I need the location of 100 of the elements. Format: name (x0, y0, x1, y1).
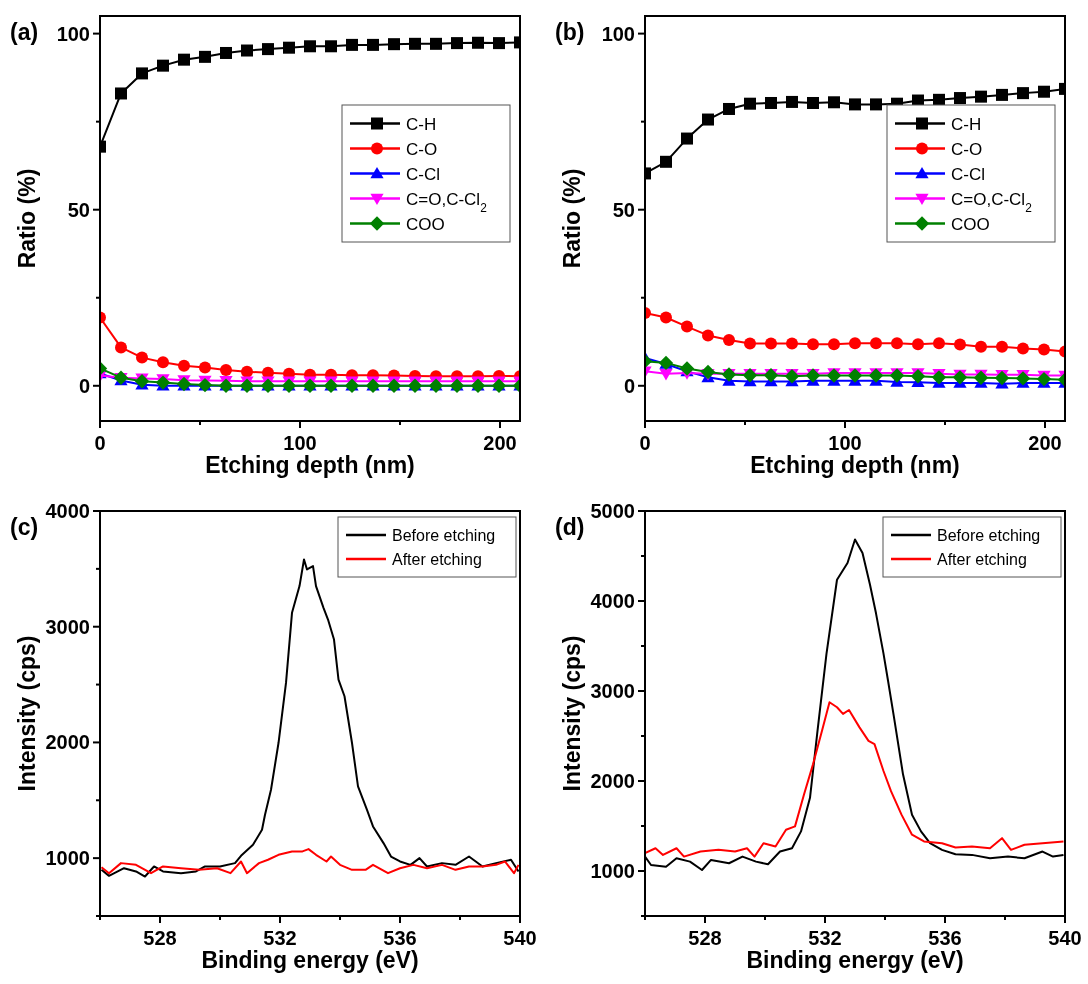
point (975, 90, 987, 103)
point (786, 337, 798, 350)
chart-title: (a) (10, 19, 39, 45)
point (136, 67, 148, 80)
legend-label: C-O (951, 139, 983, 159)
x-tick-label: 536 (383, 927, 417, 949)
point (744, 97, 756, 110)
point (367, 38, 379, 51)
y-tick-label: 1000 (590, 860, 635, 882)
x-tick-label: 532 (263, 927, 297, 949)
x-axis-title: Binding energy (eV) (746, 947, 964, 973)
point (115, 341, 127, 354)
legend-label: C=O,C-Cl$_{2}$ (951, 189, 1033, 215)
y-tick-label: 100 (601, 22, 635, 45)
point (283, 41, 295, 54)
point (493, 37, 505, 50)
chart-title: (c) (10, 514, 39, 540)
point (430, 37, 442, 50)
point (136, 351, 148, 364)
point (1017, 87, 1029, 100)
point (954, 92, 966, 105)
point (828, 338, 840, 351)
point (849, 337, 861, 350)
point (765, 337, 777, 350)
point (178, 359, 190, 372)
point (199, 50, 211, 63)
y-tick-label: 4000 (45, 500, 90, 522)
point (891, 337, 903, 350)
point (765, 96, 777, 109)
legend-label: After etching (937, 551, 1027, 568)
legend-label: C=O,C-Cl$_{2}$ (406, 189, 488, 215)
point (931, 370, 947, 385)
point (723, 102, 735, 115)
x-tick-label: 540 (1048, 927, 1082, 949)
x-tick-label: 540 (503, 927, 537, 949)
point (933, 337, 945, 350)
point (700, 364, 716, 380)
point (702, 329, 714, 342)
x-axis-title: Etching depth (nm) (205, 452, 415, 478)
y-tick-label: 100 (56, 22, 90, 45)
legend-label: COO (406, 214, 445, 234)
point (134, 374, 150, 389)
point (786, 95, 798, 108)
y-tick-label: 4000 (590, 590, 635, 612)
x-tick-label: 200 (483, 432, 517, 454)
point (954, 338, 966, 351)
legend-label: After etching (392, 551, 482, 568)
y-tick-label: 2000 (590, 770, 635, 792)
y-tick-label: 1000 (45, 847, 90, 870)
point (996, 88, 1008, 101)
point (472, 36, 484, 49)
point (807, 96, 819, 109)
point (1015, 371, 1031, 386)
point (115, 87, 127, 100)
x-axis-title: Etching depth (nm) (750, 452, 960, 478)
line-series (645, 701, 1065, 858)
x-tick-label: 528 (143, 927, 177, 949)
point (178, 53, 190, 66)
point (346, 38, 358, 51)
legend-label: Before etching (392, 527, 496, 544)
y-axis-title: Ratio (%) (559, 168, 585, 269)
point (304, 40, 316, 53)
point (910, 369, 926, 384)
legend-label: C-Cl (406, 164, 440, 184)
y-axis-title: Intensity (cps) (559, 635, 585, 792)
point (157, 59, 169, 72)
x-tick-label: 0 (94, 432, 106, 454)
point (996, 340, 1008, 353)
point (828, 96, 840, 109)
line-series (100, 848, 520, 875)
x-axis-title: Binding energy (eV) (201, 947, 419, 973)
x-tick-label: 528 (688, 927, 722, 949)
y-axis-title: Ratio (%) (14, 168, 40, 269)
y-tick-label: 0 (623, 374, 635, 397)
point (994, 370, 1010, 386)
y-tick-label: 5000 (590, 500, 635, 522)
point (220, 46, 232, 59)
point (849, 98, 861, 111)
point (702, 113, 714, 126)
x-tick-label: 0 (639, 432, 651, 454)
y-tick-label: 3000 (45, 615, 90, 638)
chart-title: (d) (555, 514, 585, 540)
point (325, 40, 337, 53)
x-tick-label: 200 (1028, 432, 1062, 454)
y-tick-label: 50 (67, 198, 90, 221)
point (807, 338, 819, 351)
point (451, 37, 463, 50)
point (155, 375, 171, 390)
point (660, 155, 672, 168)
point (870, 337, 882, 350)
point (681, 132, 693, 145)
point (388, 38, 400, 51)
x-tick-label: 536 (928, 927, 962, 949)
point (870, 98, 882, 111)
legend-label: C-H (406, 114, 437, 134)
point (975, 340, 987, 353)
point (723, 334, 735, 346)
legend-label: C-Cl (951, 164, 985, 184)
x-tick-label: 532 (808, 927, 842, 949)
point (241, 44, 253, 57)
